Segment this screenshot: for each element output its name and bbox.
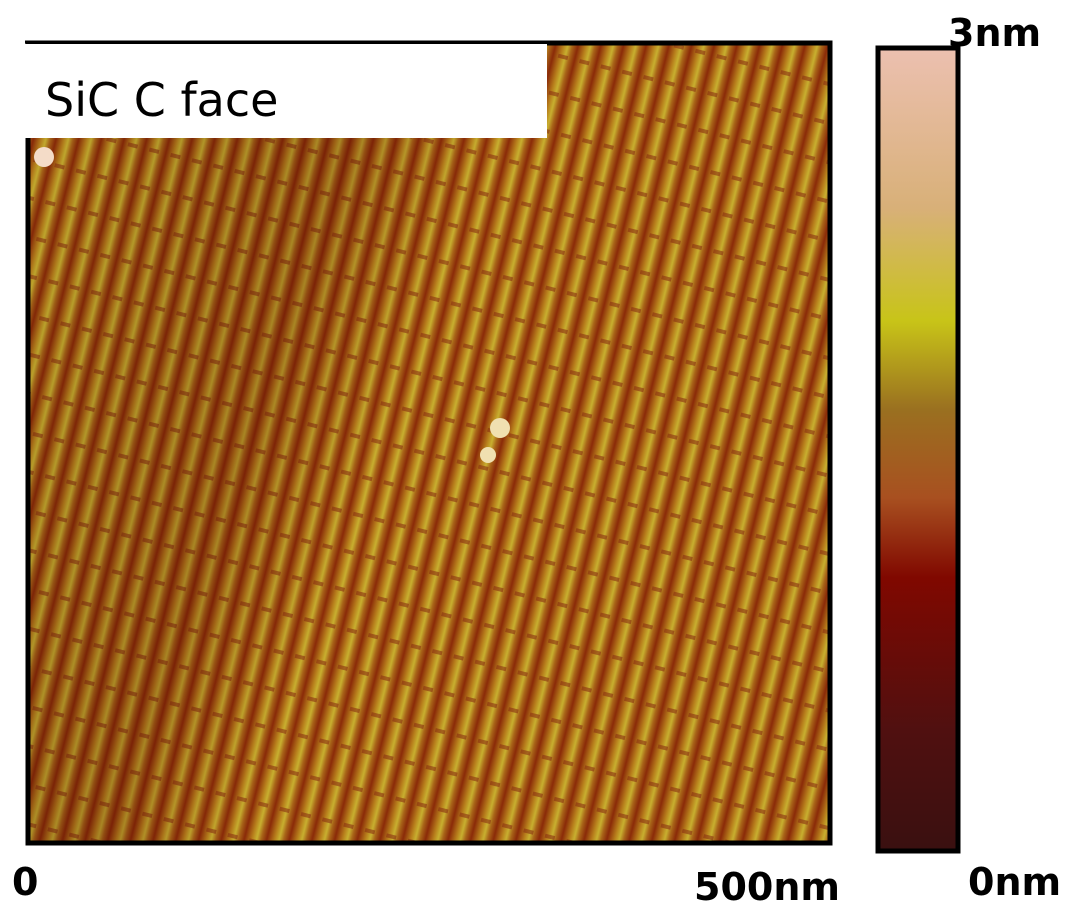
particle [480,447,496,463]
x-start: 0 [12,860,38,904]
color-max: 3nm [948,11,1041,55]
particle [490,418,510,438]
afm-image [25,40,833,846]
color-min: 0nm [968,860,1061,904]
image-label: SiC C face [45,73,278,127]
label-box [25,44,547,138]
color-bar [875,45,961,854]
afm-shading [28,43,830,843]
x-end: 500nm [694,865,840,905]
particle [34,147,54,167]
